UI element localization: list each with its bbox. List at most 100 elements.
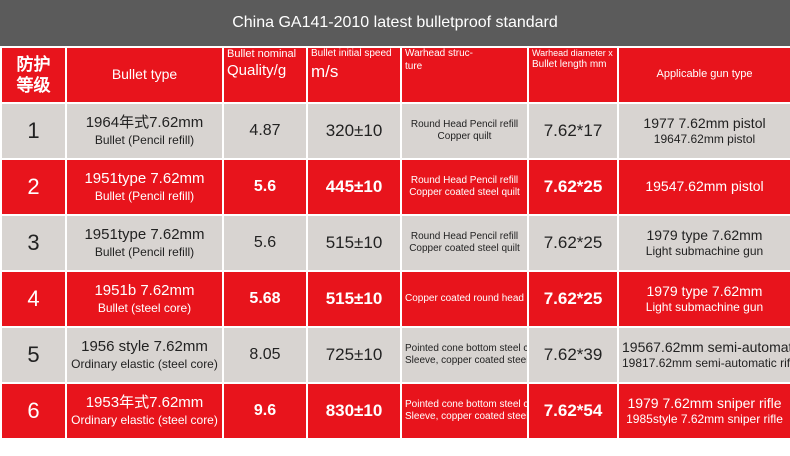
cell: Round Head Pencil refill Copper coated st… [400,158,529,216]
cell: 3 [0,214,67,272]
cell-text: 9.6 [253,402,277,419]
cell: 2 [0,158,67,216]
cell: 725±10 [306,326,402,384]
cell: Pointed cone bottom steel core, leadSlee… [400,382,529,440]
cell-text: Round Head Pencil refill [410,174,519,186]
cell: 7.62*39 [527,326,619,384]
cell: 830±10 [306,382,402,440]
data-row: 1 1964年式7.62mm Bullet (Pencil refill) 4.87 3… [0,102,790,160]
cell-text: 3 [27,230,40,256]
cell-text: Warhead diameter x [532,48,613,58]
cell-text: Bullet type [111,66,178,83]
cell: Pointed cone bottom steel core, leadSlee… [400,326,529,384]
cell: 1979 type 7.62mm Light submachine gun [617,214,790,272]
cell-text: 4 [27,286,40,312]
cell-text: 1951b 7.62mm [94,282,195,300]
data-row: 5 1956 style 7.62mm Ordinary elastic (stee… [0,326,790,384]
standard-table: 防护 等级 Bullet type Bullet nominal Quality/g Bu… [0,46,790,440]
cell-text: 8.05 [249,346,281,363]
cell-text: Sleeve, copper coated steel quilt [405,355,528,366]
cell-text: 19817.62mm semi-automatic rifle [622,356,790,371]
cell-text: Warhead struc- [405,48,473,59]
cell-text: 320±10 [325,121,383,141]
cell: 515±10 [306,270,402,328]
cell-text: 1956 style 7.62mm [81,338,208,356]
cell-text: 1953年式7.62mm [85,394,204,412]
cell-text: Ordinary elastic (steel core) [71,356,218,371]
cell-text: 5.6 [253,234,277,251]
cell-text: 7.62*17 [543,121,603,141]
cell-text: Bullet initial speed [311,48,392,59]
cell: Copper coated round head steel core [400,270,529,328]
cell-text: 1951type 7.62mm [84,226,205,244]
cell: 5.68 [222,270,308,328]
cell-text: 6 [27,398,40,424]
cell-text: 1979 7.62mm sniper rifle [627,394,782,411]
cell: 4.87 [222,102,308,160]
cell: Bullet initial speed m/s [306,46,402,104]
cell: 515±10 [306,214,402,272]
cell-text: 19647.62mm pistol [653,132,756,147]
cell-text: 515±10 [325,289,383,309]
cell-text: Bullet (Pencil refill) [94,188,195,203]
data-row: 2 1951type 7.62mm Bullet (Pencil refill) 5.… [0,158,790,216]
cell-text: 19567.62mm semi-automatic rifle [622,338,789,355]
cell-text: ture [405,60,423,72]
cell: 1 [0,102,67,160]
cell-text: 725±10 [325,345,383,365]
cell-text: 515±10 [325,233,383,253]
cell-text: Bullet (Pencil refill) [94,132,195,147]
cell-text: Copper coated round head steel core [405,292,526,304]
cell-text: Applicable gun type [656,68,753,81]
cell: 防护 等级 [0,46,67,104]
cell: Bullet nominal Quality/g [222,46,308,104]
cell-text: Light submachine gun [645,300,764,315]
cell-text: 4.87 [249,122,281,139]
cell-text: Pointed cone bottom steel core, lead [405,342,528,354]
cell-text: Bullet nominal [227,48,297,60]
cell-text: Round Head Pencil refill [410,118,519,130]
title: China GA141-2010 latest bulletproof stan… [0,0,790,46]
cell-text: Ordinary elastic (steel core) [71,412,218,427]
cell: 5.6 [222,158,308,216]
cell-text: 830±10 [325,401,383,421]
cell-text: 5 [27,342,40,368]
cell-text: 1964年式7.62mm [85,114,204,132]
data-row: 4 1951b 7.62mm Bullet (steel core) 5.68 515±… [0,270,790,328]
cell: 7.62*54 [527,382,619,440]
cell-text: 445±10 [325,177,383,197]
cell: 7.62*25 [527,214,619,272]
cell: Applicable gun type [617,46,790,104]
cell-text: 等级 [16,76,51,95]
cell: 9.6 [222,382,308,440]
cell: 1964年式7.62mm Bullet (Pencil refill) [65,102,224,160]
cell: 1977 7.62mm pistol 19647.62mm pistol [617,102,790,160]
cell: Round Head Pencil refill Copper quilt [400,102,529,160]
cell-text: Pointed cone bottom steel core, lead [405,398,528,410]
cell: 7.62*25 [527,158,619,216]
cell: 1953年式7.62mm Ordinary elastic (steel core… [65,382,224,440]
cell: 4 [0,270,67,328]
cell-text: 1979 type 7.62mm [646,226,763,243]
cell: 19547.62mm pistol [617,158,790,216]
cell-text: 7.62*54 [543,401,603,421]
cell: Bullet type [65,46,224,104]
cell: 445±10 [306,158,402,216]
header-row: 防护等级 Bullet type Bullet nominal Quality/g Bu… [0,46,790,104]
cell-text: 1979 type 7.62mm [646,282,763,299]
cell-text: 1977 7.62mm pistol [643,114,766,131]
cell: Warhead diameter x Bullet length mm [527,46,619,104]
cell-text: 5.68 [249,290,281,307]
cell: 7.62*25 [527,270,619,328]
cell-text: Copper coated steel quilt [409,187,520,198]
cell-text: 1 [27,118,40,144]
cell-text: Copper coated steel quilt [409,243,520,254]
cell-text: Bullet (steel core) [97,300,192,315]
cell-text: Round Head Pencil refill [410,230,519,242]
cell: 8.05 [222,326,308,384]
cell: 1956 style 7.62mm Ordinary elastic (steel… [65,326,224,384]
cell-text: m/s [311,61,339,81]
cell-text: 防护 [16,54,51,74]
cell-text: 7.62*25 [543,289,603,309]
